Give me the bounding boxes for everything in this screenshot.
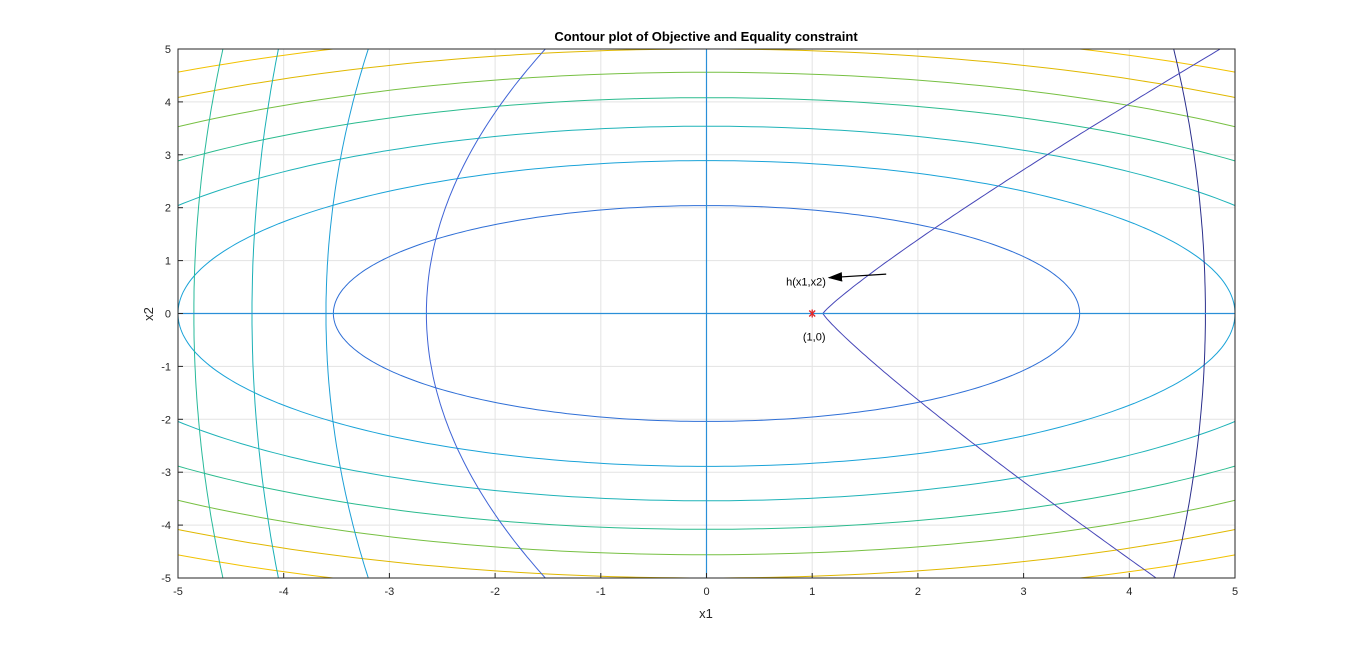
x-tick-label: 0: [703, 586, 709, 598]
point-label: (1,0): [803, 332, 826, 344]
y-tick-label: -3: [161, 467, 171, 479]
y-tick-label: 5: [165, 44, 171, 56]
x-tick-label: 5: [1232, 586, 1238, 598]
x-tick-label: -3: [385, 586, 395, 598]
chart-title: Contour plot of Objective and Equality c…: [554, 29, 858, 44]
y-tick-label: -1: [161, 361, 171, 373]
y-tick-label: -4: [161, 520, 171, 532]
x-axis-label: x1: [699, 606, 713, 621]
objective-contour: [178, 125, 1235, 502]
objective-contour: [178, 71, 1235, 556]
y-tick-label: -2: [161, 414, 171, 426]
objective-contour: [178, 97, 1235, 530]
x-tick-label: 3: [1021, 586, 1027, 598]
y-tick-label: 3: [165, 150, 171, 162]
y-tick-label: 0: [165, 309, 171, 321]
x-tick-label: 4: [1126, 586, 1132, 598]
x-tick-label: -4: [279, 586, 289, 598]
x-tick-label: 2: [915, 586, 921, 598]
objective-contour: [178, 160, 1235, 467]
y-tick-label: 1: [165, 256, 171, 268]
y-axis-label: x2: [141, 307, 156, 321]
y-tick-label: 2: [165, 203, 171, 215]
objective-contour: [178, 49, 1235, 578]
annotations: (1,0) h(x1,x2): [786, 272, 887, 344]
objective-contour: [178, 49, 1235, 578]
annotation-arrow: [827, 272, 887, 282]
x-tick-label: 1: [809, 586, 815, 598]
ticks: -5 -4 -3 -2 -1 0 1 2 3 4 5 -5 -4 -3 -2 -1 0 1 2 3 4 5: [161, 44, 1238, 598]
annotation-label: h(x1,x2): [786, 277, 826, 289]
constraint-contour: [822, 49, 1221, 578]
y-tick-label: -5: [161, 573, 171, 585]
y-tick-label: 4: [165, 97, 171, 109]
x-tick-label: -2: [490, 586, 500, 598]
x-tick-label: -5: [173, 586, 183, 598]
contour-layer: [178, 49, 1235, 578]
x-tick-label: -1: [596, 586, 606, 598]
